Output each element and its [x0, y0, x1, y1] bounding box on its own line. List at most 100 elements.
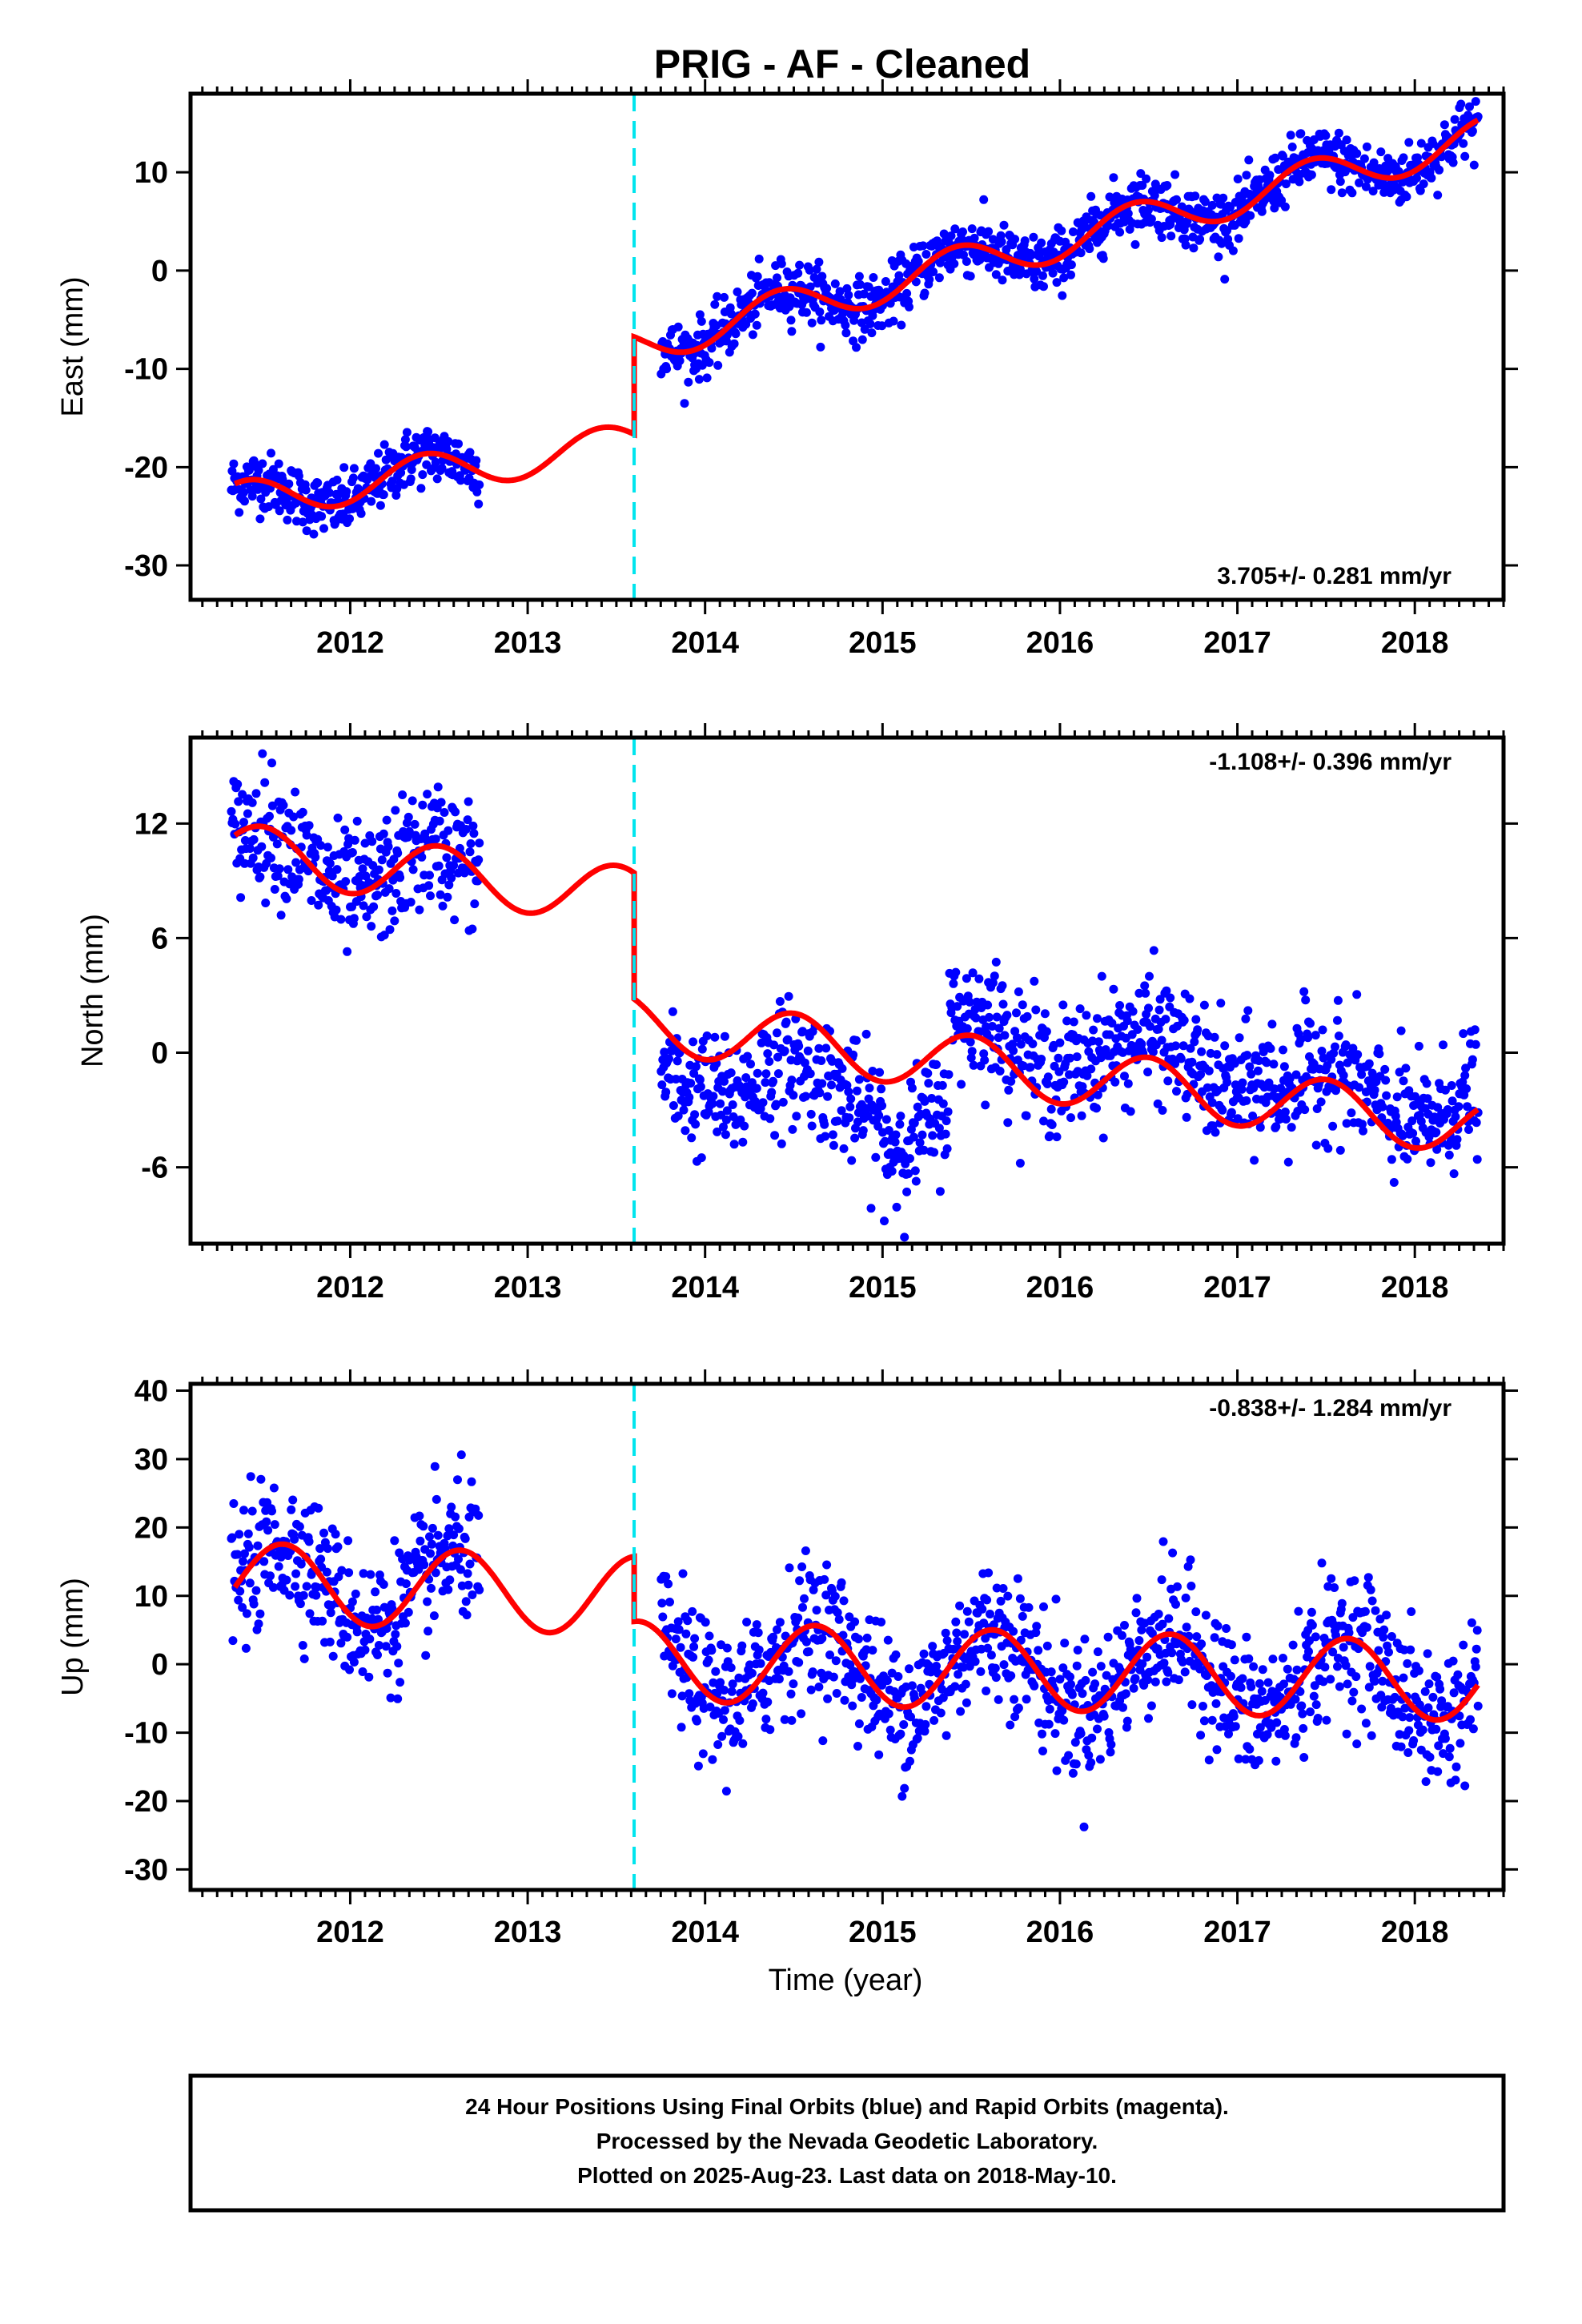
y-axis-label: East (mm) [56, 276, 90, 416]
data-point [1220, 1041, 1230, 1051]
data-point [944, 1070, 954, 1080]
data-point [1296, 1035, 1306, 1044]
data-point [1396, 1026, 1406, 1035]
data-point [985, 1012, 994, 1022]
data-point [1435, 1684, 1445, 1694]
data-point [690, 1634, 700, 1643]
data-point [1472, 1118, 1481, 1128]
data-point [669, 1101, 678, 1110]
data-point [1309, 1691, 1319, 1701]
data-point [1178, 1041, 1188, 1051]
data-point [243, 809, 252, 818]
data-point [298, 807, 307, 817]
data-point [1157, 233, 1166, 243]
data-point [765, 1725, 775, 1735]
data-point [1279, 1679, 1288, 1689]
data-point [1390, 1692, 1399, 1702]
data-point [1244, 155, 1254, 165]
data-point [752, 320, 761, 330]
data-point [288, 1495, 298, 1505]
x-axis-label: Time (year) [769, 1964, 923, 1997]
data-point [302, 1582, 311, 1591]
data-point [784, 1667, 793, 1676]
data-point [740, 1121, 749, 1131]
data-point [1360, 1606, 1370, 1616]
data-point [889, 316, 898, 326]
data-point [415, 1511, 424, 1521]
data-point [275, 506, 284, 516]
data-point [1174, 1675, 1183, 1685]
data-point [1369, 158, 1379, 167]
data-point [1029, 232, 1038, 242]
data-point [788, 1124, 797, 1134]
data-point [1022, 1011, 1032, 1021]
data-point [396, 873, 405, 883]
data-point [1158, 1619, 1167, 1629]
data-point [324, 488, 334, 497]
data-point [989, 1620, 998, 1630]
data-point [1283, 1157, 1293, 1167]
data-point [295, 1522, 304, 1531]
data-point [328, 1651, 338, 1661]
data-point [697, 316, 706, 326]
data-point [936, 1708, 946, 1718]
data-point [1193, 1025, 1203, 1035]
data-point [921, 1719, 930, 1729]
data-point [1018, 1657, 1028, 1667]
data-point [464, 797, 473, 806]
data-point [1138, 181, 1147, 190]
data-point [1405, 1713, 1415, 1723]
data-point [463, 815, 472, 825]
data-point [1137, 1625, 1146, 1634]
data-point [1402, 192, 1411, 202]
data-point [238, 790, 247, 799]
data-point [336, 1638, 346, 1648]
data-point [657, 1080, 667, 1090]
data-point [1154, 1610, 1163, 1618]
data-point [1450, 115, 1460, 124]
data-point [805, 265, 814, 275]
data-point [1368, 187, 1378, 196]
data-point [720, 1076, 729, 1086]
data-point [1279, 151, 1287, 161]
data-point [932, 1662, 941, 1671]
data-point [896, 1729, 905, 1739]
data-point [1401, 1063, 1411, 1073]
data-point [265, 811, 274, 821]
y-tick-label: 30 [135, 1443, 168, 1477]
data-point [941, 1628, 950, 1638]
data-point [1143, 1068, 1153, 1077]
data-point [431, 834, 440, 844]
data-point [913, 1102, 922, 1112]
data-point [1103, 1632, 1113, 1642]
data-point [1463, 1102, 1472, 1112]
data-point [964, 1617, 974, 1626]
data-point [1072, 1661, 1082, 1671]
data-point [1265, 171, 1275, 180]
data-point [387, 1604, 397, 1614]
data-point [471, 1504, 480, 1514]
data-point [254, 466, 263, 475]
data-point [425, 1532, 434, 1542]
data-point [1157, 1575, 1166, 1585]
data-point [1000, 1031, 1010, 1040]
data-point [1093, 1647, 1102, 1657]
data-point [1170, 170, 1180, 179]
data-point [1058, 1000, 1068, 1010]
data-point [1144, 1003, 1153, 1013]
data-point [1028, 1039, 1038, 1048]
data-point [801, 1546, 810, 1555]
x-tick-label: 2018 [1381, 1271, 1449, 1305]
data-point [1098, 254, 1108, 263]
data-point [705, 1703, 715, 1711]
data-point [447, 1502, 456, 1512]
data-point [1086, 1064, 1096, 1074]
data-point [1102, 1671, 1111, 1680]
data-point [1109, 173, 1118, 183]
data-point [1437, 1696, 1447, 1706]
data-point [1216, 999, 1226, 1008]
data-point [1144, 205, 1153, 215]
data-point [907, 1084, 917, 1093]
data-point [1271, 153, 1280, 163]
data-point [255, 514, 265, 524]
